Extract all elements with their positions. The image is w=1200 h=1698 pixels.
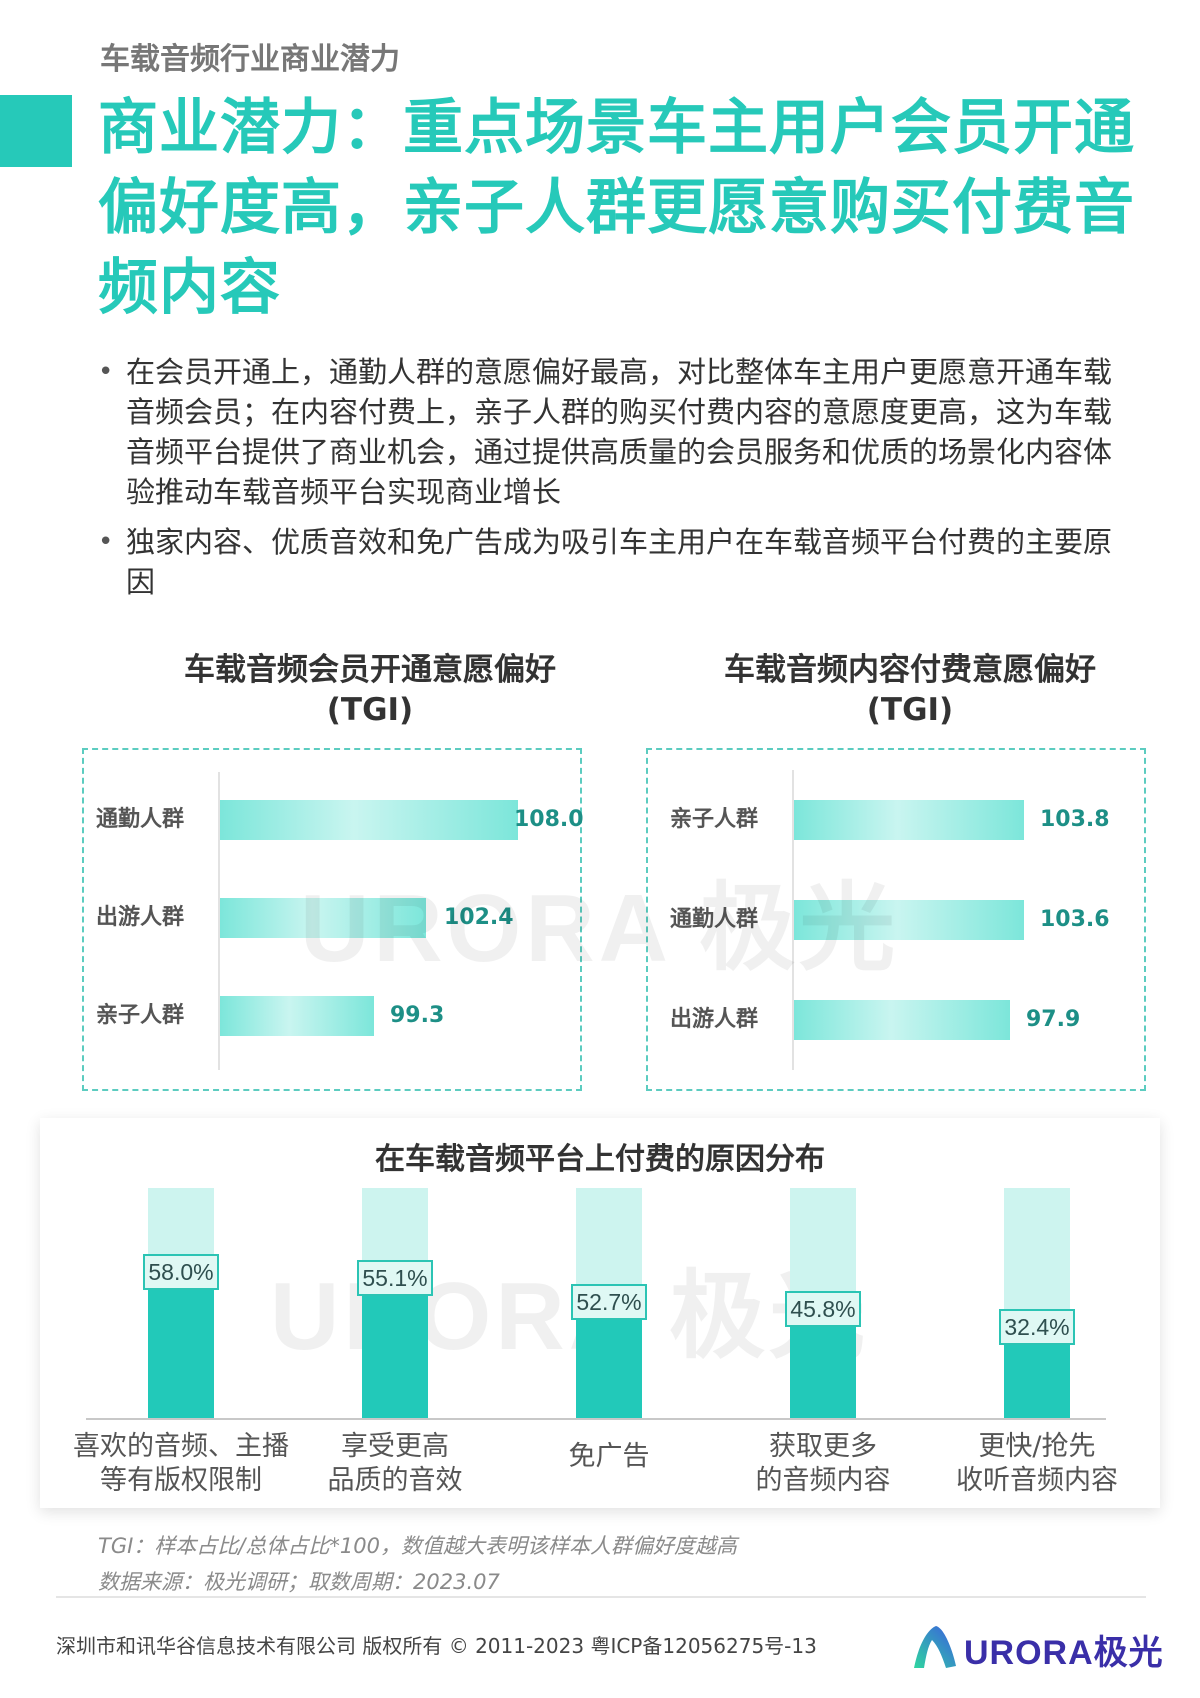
bar-row: 亲子人群 103.8 [648,800,1144,840]
chart-membership-title: 车载音频会员开通意愿偏好 (TGI) [184,652,556,728]
chart-content-payment-title: 车载音频内容付费意愿偏好 (TGI) [724,652,1096,728]
tgi-note: TGI：样本占比/总体占比*100，数值越大表明该样本人群偏好度越高 [98,1534,737,1558]
value-label: 58.0% [143,1254,219,1290]
value-label: 108.0 [514,807,584,832]
bar [220,898,426,938]
category-label: 亲子人群 [670,807,759,832]
watermark-bottom: URORA 极光 [270,1263,870,1370]
value-label: 52.7% [571,1284,647,1320]
x-axis-line [86,1418,1106,1420]
copyright-text: 深圳市和讯华谷信息技术有限公司 版权所有 © 2011-2023 粤ICP备12… [56,1634,817,1658]
chart-content-payment-frame: 亲子人群 103.8 通勤人群 103.6 出游人群 97.9 [646,748,1146,1091]
bar-row: 通勤人群 108.0 [84,800,584,840]
chart-payment-reasons-card: 在车载音频平台上付费的原因分布 URORA 极光 58.0% 55.1% 52.… [40,1118,1160,1508]
category-label: 通勤人群 [670,907,759,932]
value-label: 32.4% [999,1309,1075,1345]
value-label: 102.4 [444,905,514,930]
bar-row: 出游人群 102.4 [84,898,580,938]
title-accent-block [0,95,72,167]
bar [220,800,518,840]
bullet-text: 独家内容、优质音效和免广告成为吸引车主用户在车载音频平台付费的主要原因 [126,525,1113,599]
chart-payment-reasons-title: 在车载音频平台上付费的原因分布 [375,1142,825,1177]
bar [220,996,374,1036]
bar-row: 亲子人群 99.3 [84,996,580,1036]
bar-row: 通勤人群 103.6 [648,900,1144,940]
value-label: 103.8 [1040,807,1110,832]
footer-divider [56,1596,1146,1598]
aurora-logo-icon [910,1624,958,1674]
bar-column [1004,1188,1070,1418]
category-label: 出游人群 [96,905,185,930]
logo-text: URORA极光 [964,1633,1164,1672]
bar [794,1000,1010,1040]
bullet-item: • 独家内容、优质音效和免广告成为吸引车主用户在车载音频平台付费的主要原因 [96,522,1116,602]
value-label: 55.1% [357,1260,433,1296]
bullet-list: • 在会员开通上，通勤人群的意愿偏好最高，对比整体车主用户更愿意开通车载音频会员… [96,352,1116,612]
brand-logo: URORA极光 [910,1624,1164,1674]
source-note: 数据来源：极光调研；取数周期：2023.07 [98,1570,500,1594]
page-title: 商业潜力：重点场景车主用户会员开通偏好度高，亲子人群更愿意购买付费音频内容 [98,93,1135,323]
bullet-dot-icon: • [98,357,114,387]
value-label: 103.6 [1040,907,1110,932]
category-label: 获取更多 的音频内容 [755,1431,891,1496]
bar-fill [148,1284,214,1418]
category-label: 免广告 [568,1441,650,1472]
y-axis-line [218,772,220,1070]
value-label: 45.8% [785,1291,861,1327]
bar-column [148,1188,214,1418]
section-label: 车载音频行业商业潜力 [100,42,400,77]
bar [794,800,1024,840]
bar-row: 出游人群 97.9 [648,1000,1144,1040]
bullet-dot-icon: • [98,527,114,557]
bullet-text: 在会员开通上，通勤人群的意愿偏好最高，对比整体车主用户更愿意开通车载音频会员；在… [126,355,1113,509]
bar [794,900,1024,940]
category-label: 通勤人群 [96,807,185,832]
value-label: 97.9 [1026,1007,1081,1032]
chart-membership-frame: 通勤人群 108.0 出游人群 102.4 亲子人群 99.3 [82,748,584,1091]
category-label: 享受更高 品质的音效 [327,1431,463,1496]
y-axis-line [792,770,794,1070]
category-label: 出游人群 [670,1007,759,1032]
bar-fill [1004,1343,1070,1418]
bar-fill [790,1312,856,1418]
bullet-item: • 在会员开通上，通勤人群的意愿偏好最高，对比整体车主用户更愿意开通车载音频会员… [96,352,1116,512]
bar-column [362,1188,428,1418]
value-label: 99.3 [390,1003,445,1028]
category-label: 喜欢的音频、主播 等有版权限制 [73,1431,289,1496]
category-label: 亲子人群 [96,1003,185,1028]
category-label: 更快/抢先 收听音频内容 [956,1431,1118,1496]
bar-fill [362,1291,428,1418]
